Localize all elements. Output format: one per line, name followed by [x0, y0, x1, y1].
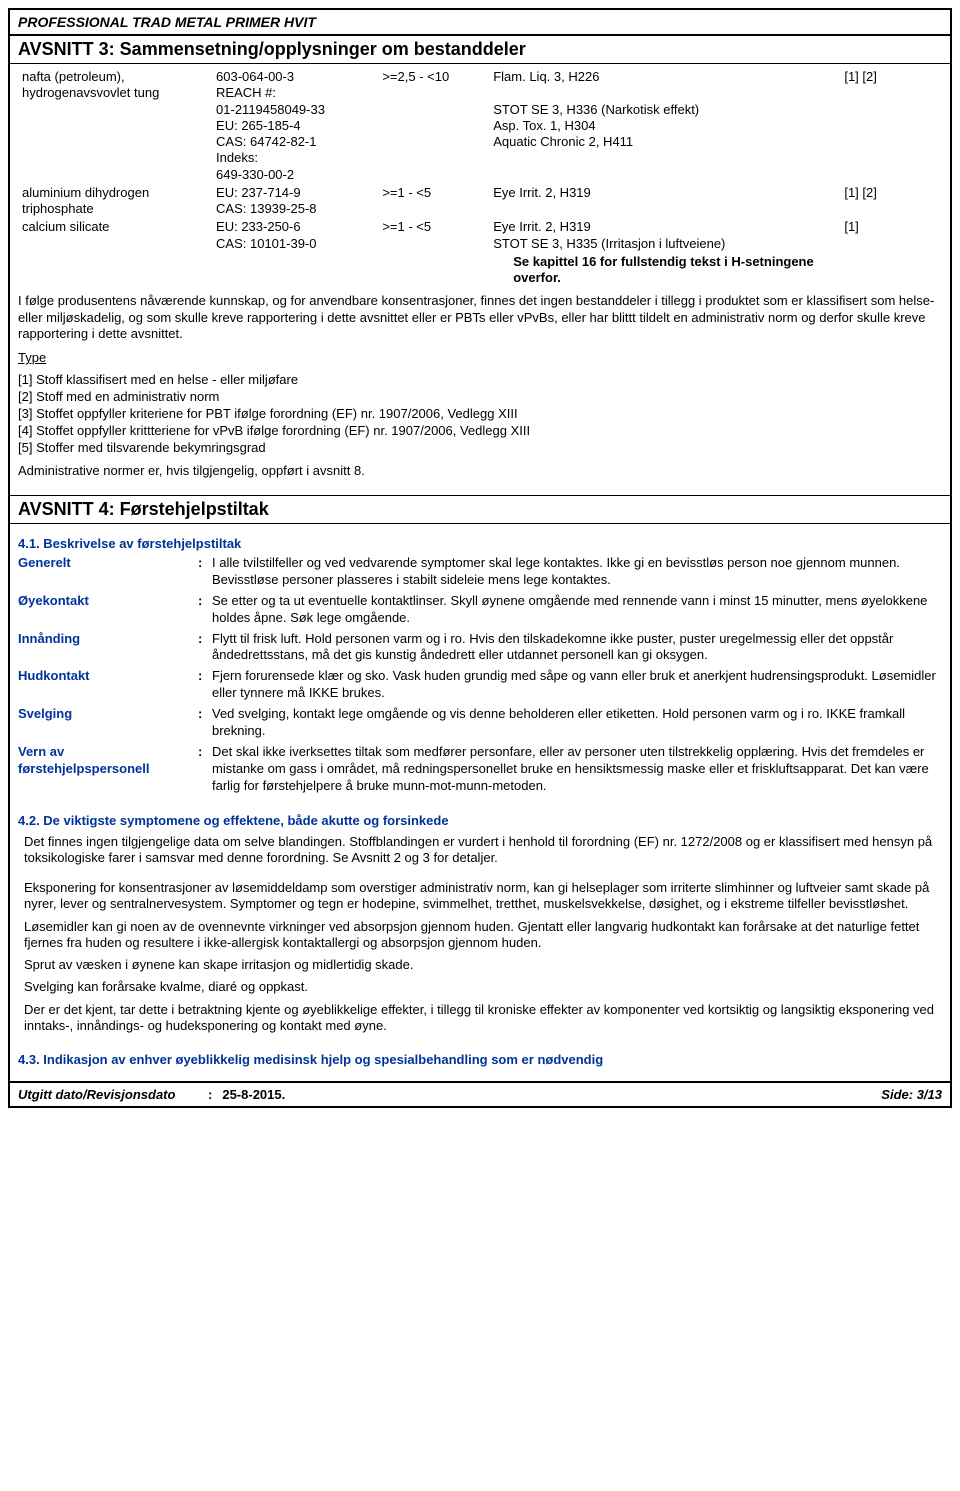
definition-text: Flytt til frisk luft. Hold personen varm… — [212, 631, 942, 665]
see-chapter-16: Se kapittel 16 for fullstendig tekst i H… — [489, 253, 840, 288]
section-3-title: AVSNITT 3: Sammensetning/opplysninger om… — [10, 36, 950, 64]
definition-text: Se etter og ta ut eventuelle kontaktlins… — [212, 593, 942, 627]
definition-text: I alle tvilstilfeller og ved vedvarende … — [212, 555, 942, 589]
type-line: [1] Stoff klassifisert med en helse - el… — [18, 372, 942, 389]
document-frame: PROFESSIONAL TRAD METAL PRIMER HVIT AVSN… — [8, 8, 952, 1108]
ingredient-hazard: Eye Irrit. 2, H319 STOT SE 3, H335 (Irri… — [489, 218, 840, 253]
p42-6: Der er det kjent, tar dette i betraktnin… — [18, 1002, 942, 1035]
p42-2: Eksponering for konsentrasjoner av løsem… — [18, 880, 942, 913]
ingredients-table: nafta (petroleum), hydrogenavsvovlet tun… — [18, 68, 942, 287]
type-lines: [1] Stoff klassifisert med en helse - el… — [18, 372, 942, 456]
p42-1: Det finnes ingen tilgjengelige data om s… — [18, 834, 942, 867]
definition-text: Fjern forurensede klær og sko. Vask hude… — [212, 668, 942, 702]
sub-4-1: 4.1. Beskrivelse av førstehjelpstiltak — [18, 536, 942, 551]
section3-paragraph: I følge produsentens nåværende kunnskap,… — [18, 293, 942, 342]
type-line: [3] Stoffet oppfyller kriteriene for PBT… — [18, 406, 942, 423]
definition-label: Hudkontakt — [18, 668, 198, 702]
ingredient-concentration: >=1 - <5 — [378, 184, 489, 219]
colon: : — [198, 555, 212, 589]
page-footer: Utgitt dato/Revisjonsdato : 25-8-2015. S… — [10, 1081, 950, 1106]
type-line: [2] Stoff med en administrativ norm — [18, 389, 942, 406]
table-row: aluminium dihydrogen triphosphateEU: 237… — [18, 184, 942, 219]
colon: : — [198, 744, 212, 795]
section-3-body: nafta (petroleum), hydrogenavsvovlet tun… — [10, 64, 950, 495]
footer-page: Side: 3/13 — [881, 1087, 942, 1102]
p42-4: Sprut av væsken i øynene kan skape irrit… — [18, 957, 942, 973]
footer-label: Utgitt dato/Revisjonsdato — [18, 1087, 208, 1102]
ingredient-name: aluminium dihydrogen triphosphate — [18, 184, 212, 219]
definition-row: Innånding:Flytt til frisk luft. Hold per… — [18, 631, 942, 665]
ingredient-ids: EU: 237-714-9 CAS: 13939-25-8 — [212, 184, 378, 219]
ingredient-note: [1] [2] — [840, 68, 942, 184]
ingredient-name: nafta (petroleum), hydrogenavsvovlet tun… — [18, 68, 212, 184]
definition-row: Vern av førstehjelpspersonell:Det skal i… — [18, 744, 942, 795]
sub-4-3: 4.3. Indikasjon av enhver øyeblikkelig m… — [18, 1052, 942, 1067]
colon: : — [198, 706, 212, 740]
document-title: PROFESSIONAL TRAD METAL PRIMER HVIT — [10, 10, 950, 36]
definition-row: Hudkontakt:Fjern forurensede klær og sko… — [18, 668, 942, 702]
type-line: [5] Stoffer med tilsvarende bekymringsgr… — [18, 440, 942, 457]
p42-5: Svelging kan forårsake kvalme, diaré og … — [18, 979, 942, 995]
ingredient-hazard: Eye Irrit. 2, H319 — [489, 184, 840, 219]
colon: : — [198, 668, 212, 702]
p42-3: Løsemidler kan gi noen av de ovennevnte … — [18, 919, 942, 952]
table-row: nafta (petroleum), hydrogenavsvovlet tun… — [18, 68, 942, 184]
table-row: calcium silicateEU: 233-250-6 CAS: 10101… — [18, 218, 942, 253]
colon: : — [198, 593, 212, 627]
definition-label: Øyekontakt — [18, 593, 198, 627]
ingredient-ids: EU: 233-250-6 CAS: 10101-39-0 — [212, 218, 378, 253]
admin-norms-line: Administrative normer er, hvis tilgjenge… — [18, 463, 942, 479]
definition-text: Ved svelging, kontakt lege omgående og v… — [212, 706, 942, 740]
ingredient-note: [1] [2] — [840, 184, 942, 219]
first-aid-definitions: Generelt:I alle tvilstilfeller og ved ve… — [18, 555, 942, 795]
type-heading: Type — [18, 350, 942, 366]
section-4-title: AVSNITT 4: Førstehjelpstiltak — [10, 495, 950, 524]
ingredient-concentration: >=2,5 - <10 — [378, 68, 489, 184]
ingredient-ids: 603-064-00-3 REACH #: 01-2119458049-33 E… — [212, 68, 378, 184]
definition-row: Øyekontakt:Se etter og ta ut eventuelle … — [18, 593, 942, 627]
definition-label: Svelging — [18, 706, 198, 740]
definition-label: Generelt — [18, 555, 198, 589]
footer-colon: : — [208, 1087, 222, 1102]
ingredient-name: calcium silicate — [18, 218, 212, 253]
section-4-body: 4.1. Beskrivelse av førstehjelpstiltak G… — [10, 524, 950, 1081]
definition-row: Svelging:Ved svelging, kontakt lege omgå… — [18, 706, 942, 740]
sub-4-2: 4.2. De viktigste symptomene og effekten… — [18, 813, 942, 828]
definition-row: Generelt:I alle tvilstilfeller og ved ve… — [18, 555, 942, 589]
footer-date: 25-8-2015. — [222, 1087, 285, 1102]
type-line: [4] Stoffet oppfyller krittteriene for v… — [18, 423, 942, 440]
ingredient-note: [1] — [840, 218, 942, 253]
definition-label: Vern av førstehjelpspersonell — [18, 744, 198, 795]
ingredient-concentration: >=1 - <5 — [378, 218, 489, 253]
definition-text: Det skal ikke iverksettes tiltak som med… — [212, 744, 942, 795]
definition-label: Innånding — [18, 631, 198, 665]
ingredient-hazard: Flam. Liq. 3, H226 STOT SE 3, H336 (Nark… — [489, 68, 840, 184]
colon: : — [198, 631, 212, 665]
